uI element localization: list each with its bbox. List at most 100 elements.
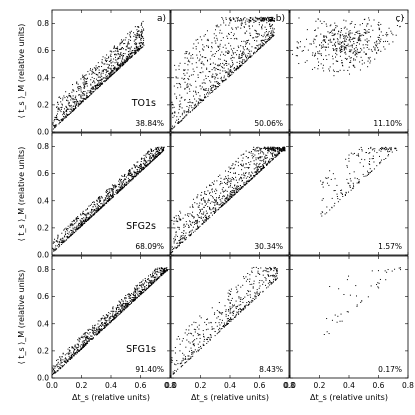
scatter-point xyxy=(95,65,97,67)
scatter-point xyxy=(112,197,113,199)
scatter-point xyxy=(321,215,323,217)
scatter-point xyxy=(281,148,283,150)
scatter-point xyxy=(131,168,133,170)
scatter-point xyxy=(242,51,244,53)
scatter-point xyxy=(111,69,113,71)
scatter-point xyxy=(204,97,206,99)
scatter-point xyxy=(336,196,338,198)
scatter-point xyxy=(255,173,257,175)
scatter-point xyxy=(272,29,274,31)
scatter-point xyxy=(192,221,194,223)
scatter-point xyxy=(125,46,127,48)
scatter-point xyxy=(138,169,140,171)
scatter-point xyxy=(63,95,65,97)
scatter-point xyxy=(328,68,330,70)
scatter-point xyxy=(270,160,272,162)
scatter-point xyxy=(119,301,121,303)
scatter-point xyxy=(248,51,250,53)
scatter-point xyxy=(219,199,221,201)
scatter-point xyxy=(116,61,118,63)
scatter-point xyxy=(212,196,214,198)
scatter-point xyxy=(142,36,144,38)
scatter-point xyxy=(357,32,359,34)
scatter-point xyxy=(118,48,120,50)
scatter-point xyxy=(129,57,131,59)
scatter-point xyxy=(205,193,207,195)
scatter-point xyxy=(368,17,370,19)
scatter-point xyxy=(210,212,212,214)
scatter-point xyxy=(108,199,110,201)
scatter-point xyxy=(278,152,280,154)
scatter-point xyxy=(369,172,371,174)
scatter-point xyxy=(188,53,190,55)
scatter-point xyxy=(272,35,274,37)
scatter-point xyxy=(151,276,153,278)
scatter-point xyxy=(128,181,130,183)
scatter-point xyxy=(368,152,370,154)
scatter-point xyxy=(65,358,67,360)
scatter-point xyxy=(58,244,60,246)
scatter-point xyxy=(230,196,232,198)
scatter-point xyxy=(85,74,87,76)
scatter-point xyxy=(249,28,251,30)
scatter-point xyxy=(232,63,234,65)
scatter-point xyxy=(204,221,206,223)
scatter-point xyxy=(106,316,108,318)
scatter-point xyxy=(101,196,103,198)
scatter-point xyxy=(200,88,202,90)
scatter-point xyxy=(106,193,108,195)
scatter-point xyxy=(348,66,350,68)
scatter-point xyxy=(274,147,276,149)
scatter-point xyxy=(135,289,137,291)
scatter-point xyxy=(246,42,248,44)
scatter-point xyxy=(244,167,246,169)
scatter-point xyxy=(105,77,107,79)
scatter-point xyxy=(188,59,190,61)
scatter-point xyxy=(113,185,115,187)
scatter-point xyxy=(391,151,393,153)
scatter-point xyxy=(333,70,335,72)
scatter-point xyxy=(268,31,270,33)
scatter-point xyxy=(364,29,366,31)
scatter-point xyxy=(320,53,322,55)
scatter-point xyxy=(259,166,261,168)
scatter-point xyxy=(368,148,370,150)
scatter-point xyxy=(371,149,373,151)
scatter-point xyxy=(336,48,338,50)
scatter-point xyxy=(116,50,118,52)
scatter-point xyxy=(245,163,247,165)
scatter-point xyxy=(97,197,99,199)
scatter-point xyxy=(52,369,54,371)
scatter-point xyxy=(185,232,187,234)
scatter-point xyxy=(358,155,360,157)
scatter-point xyxy=(395,34,397,36)
scatter-point xyxy=(56,106,58,108)
scatter-point xyxy=(246,47,248,49)
scatter-point xyxy=(190,234,192,236)
scatter-point xyxy=(237,16,239,18)
scatter-point xyxy=(80,224,82,226)
scatter-point xyxy=(194,104,196,106)
scatter-point xyxy=(53,372,55,374)
scatter-point xyxy=(133,47,135,49)
scatter-point xyxy=(375,44,377,46)
scatter-point xyxy=(80,224,82,226)
scatter-point xyxy=(69,225,71,227)
scatter-point xyxy=(161,150,163,152)
scatter-point xyxy=(341,42,343,43)
scatter-point xyxy=(130,302,132,304)
scatter-point xyxy=(232,56,234,58)
scatter-point xyxy=(101,80,103,82)
scatter-point xyxy=(254,47,256,49)
scatter-point xyxy=(331,35,333,37)
scatter-point xyxy=(129,55,131,57)
scatter-point xyxy=(234,173,236,175)
scatter-point xyxy=(100,328,102,330)
scatter-point xyxy=(77,228,79,230)
scatter-point xyxy=(155,271,157,273)
scatter-point xyxy=(69,105,71,107)
scatter-point xyxy=(367,57,369,59)
scatter-point xyxy=(214,204,216,206)
scatter-point xyxy=(399,26,401,28)
scatter-point xyxy=(255,157,257,159)
